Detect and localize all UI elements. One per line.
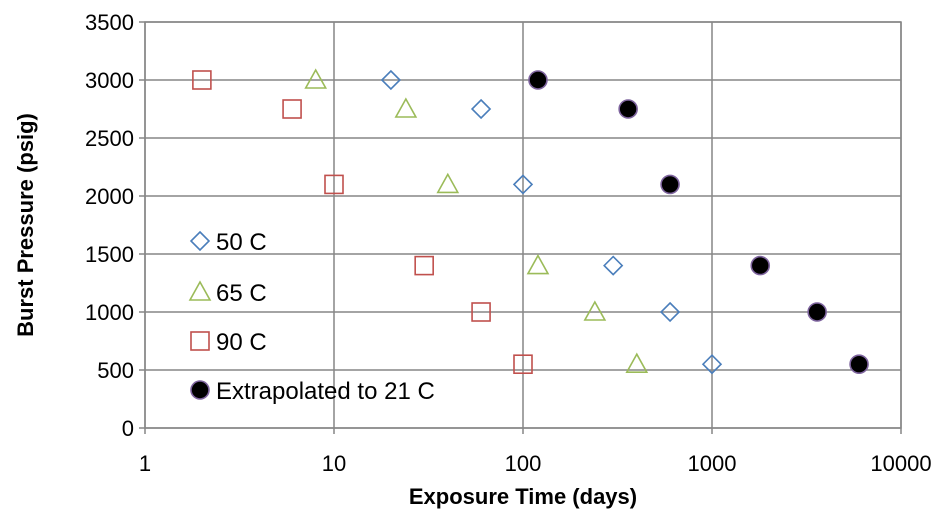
y-tick-label: 2500 [85, 126, 134, 151]
x-axis-title: Exposure Time (days) [409, 484, 637, 509]
y-tick-label: 3000 [85, 68, 134, 93]
data-point [324, 174, 344, 195]
data-point [436, 172, 460, 194]
y-tick-label: 2000 [85, 184, 134, 209]
data-point [304, 68, 328, 89]
legend-label: 90 C [216, 329, 267, 356]
data-point [750, 255, 771, 276]
data-point [512, 174, 534, 195]
data-point [659, 301, 681, 323]
x-tick-label: 1000 [688, 451, 737, 476]
data-point [414, 255, 434, 276]
data-point [603, 255, 624, 276]
data-points [192, 68, 869, 375]
legend-label: 65 C [216, 280, 267, 307]
data-point [528, 70, 548, 90]
legend-marker [190, 331, 210, 351]
data-point [618, 99, 638, 119]
data-point [470, 98, 492, 120]
data-point [625, 352, 649, 374]
y-tick-label: 3500 [85, 10, 134, 35]
data-point [513, 354, 533, 375]
legend-marker [189, 230, 211, 252]
legend-label: 50 C [216, 229, 267, 256]
y-axis-tick-labels: 0 500 1000 1500 2000 2500 3000 3500 [85, 10, 134, 441]
y-tick-label: 0 [122, 416, 134, 441]
x-axis-tick-labels: 1 10 100 1000 10000 [139, 451, 932, 476]
y-tick-label: 1000 [85, 300, 134, 325]
legend: 50 C 65 C 90 C Extrapolated to 21 C [188, 229, 435, 405]
plot-area-frame [144, 21, 902, 429]
x-tick-label: 10 [322, 451, 346, 476]
data-point [192, 70, 212, 90]
y-axis-title: Burst Pressure (psig) [13, 113, 38, 337]
data-point [583, 300, 607, 321]
x-tick-label: 1 [139, 451, 151, 476]
x-tick-label: 100 [505, 451, 542, 476]
data-point [660, 174, 680, 195]
y-tick-label: 1500 [85, 242, 134, 267]
data-point [394, 97, 418, 118]
data-point [526, 253, 550, 275]
data-point [849, 354, 869, 375]
data-point [807, 302, 827, 322]
data-point [701, 354, 723, 375]
legend-marker [190, 380, 210, 400]
legend-label: Extrapolated to 21 C [216, 378, 435, 405]
y-tick-label: 500 [97, 358, 134, 383]
data-point [380, 69, 402, 91]
legend-marker [188, 280, 212, 301]
x-tick-label: 10000 [870, 451, 931, 476]
gridlines [139, 21, 902, 434]
data-point [471, 302, 491, 322]
data-point [282, 99, 302, 119]
